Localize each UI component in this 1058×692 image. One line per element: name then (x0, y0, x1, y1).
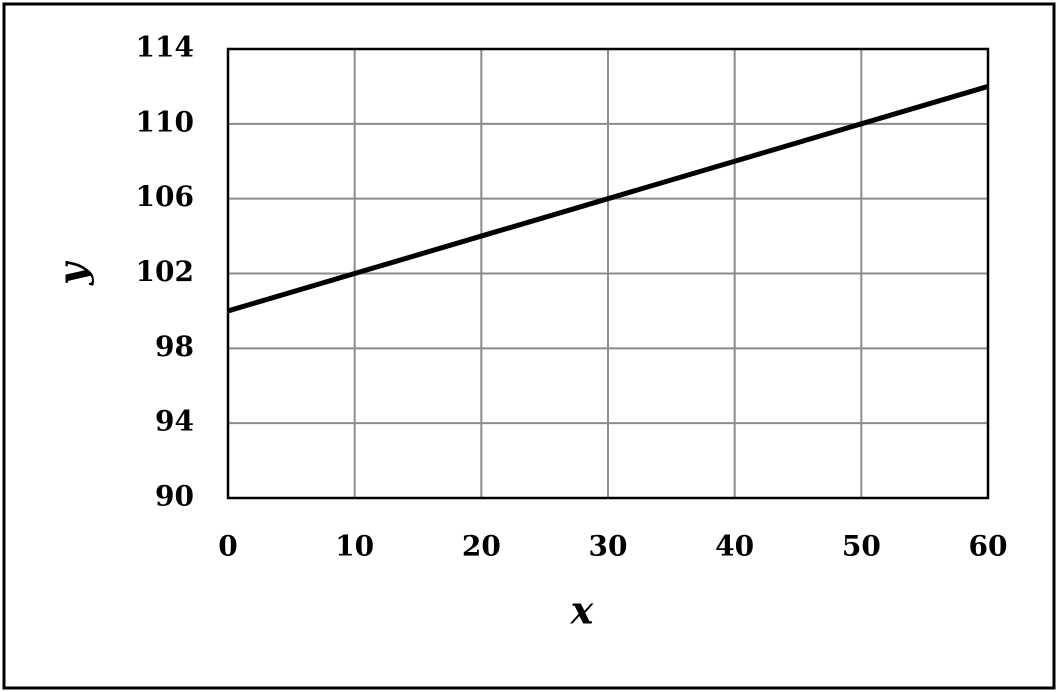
x-axis-title: x (570, 588, 595, 633)
x-tick-label: 20 (462, 530, 501, 563)
y-axis-title: y (50, 260, 95, 286)
y-tick-label: 110 (136, 105, 194, 138)
y-tick-label: 98 (155, 330, 194, 363)
y-tick-label: 94 (155, 405, 194, 438)
plot-border (226, 47, 990, 500)
x-tick-label: 10 (335, 530, 374, 563)
x-tick-label: 60 (969, 530, 1008, 563)
y-tick-label: 90 (155, 480, 194, 513)
data-line (227, 84, 989, 314)
x-tick-label: 30 (589, 530, 628, 563)
y-tick-label: 102 (136, 255, 194, 288)
x-tick-label: 50 (842, 530, 881, 563)
x-tick-label: 0 (218, 530, 237, 563)
y-tick-label: 106 (136, 180, 194, 213)
x-tick-label: 40 (715, 530, 754, 563)
y-tick-label: 114 (136, 31, 194, 64)
